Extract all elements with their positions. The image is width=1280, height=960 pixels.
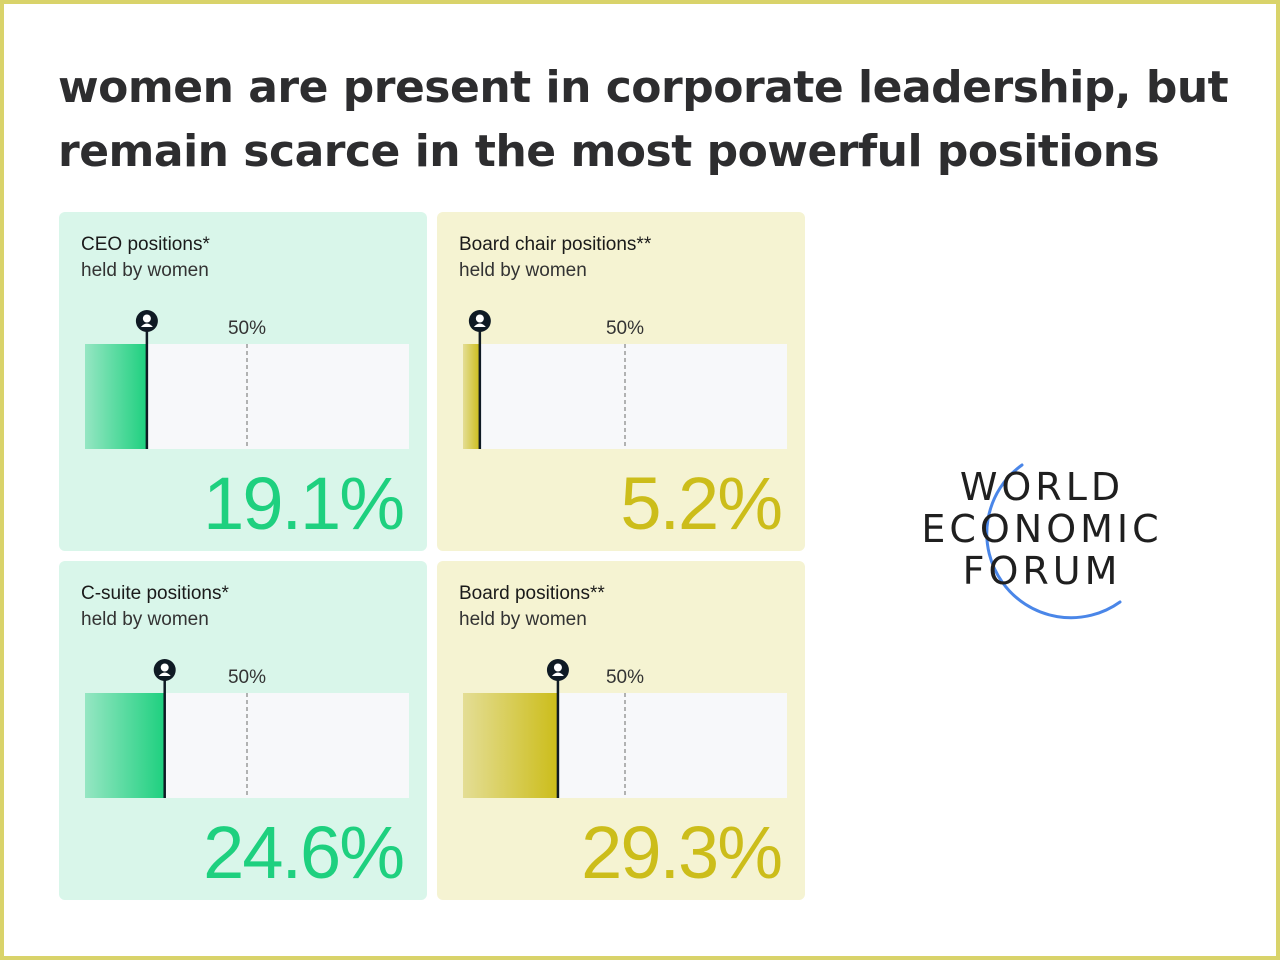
- card-subtitle: held by women: [459, 260, 587, 281]
- value-bar: [463, 344, 480, 449]
- card-label: Board positions** held by women: [459, 581, 605, 633]
- c-suite-bar-chart: 50%: [85, 659, 409, 798]
- ceo-value-label: 19.1%: [203, 462, 405, 545]
- c-suite-card: C-suite positions* held by women 50% 24.…: [59, 561, 427, 900]
- card-title: Board chair positions**: [459, 234, 652, 255]
- reference-label: 50%: [228, 318, 266, 339]
- value-bar: [463, 693, 558, 798]
- logo-arc: [985, 463, 1122, 620]
- board-value-label: 29.3%: [581, 811, 783, 894]
- person-icon-body: [551, 672, 564, 676]
- card-label: CEO positions* held by women: [81, 232, 210, 284]
- ceo-card: CEO positions* held by women 50% 19.1%: [59, 212, 427, 551]
- card-title: Board positions**: [459, 583, 605, 604]
- person-icon-head: [475, 314, 484, 323]
- board-bar-chart: 50%: [463, 659, 787, 798]
- person-icon-body: [158, 672, 171, 676]
- logo-word-economic: ECONOMIC: [921, 507, 1162, 551]
- value-bar: [85, 344, 147, 449]
- logo-word-world: WORLD: [960, 465, 1124, 509]
- title-line-1: women are present in corporate leadershi…: [58, 62, 1229, 113]
- logo-word-forum: FORUM: [963, 549, 1122, 593]
- reference-label: 50%: [606, 667, 644, 688]
- card-subtitle: held by women: [459, 609, 587, 630]
- board-card: Board positions** held by women 50% 29.3…: [437, 561, 805, 900]
- card-title: CEO positions*: [81, 234, 210, 255]
- card-label: C-suite positions* held by women: [81, 581, 229, 633]
- world-economic-forum-logo: WORLD ECONOMIC FORUM: [921, 463, 1162, 620]
- board-chair-value-label: 5.2%: [620, 462, 783, 545]
- ceo-bar-chart: 50%: [85, 310, 409, 449]
- person-icon-head: [160, 663, 169, 672]
- board-chair-card: Board chair positions** held by women 50…: [437, 212, 805, 551]
- reference-label: 50%: [228, 667, 266, 688]
- person-icon-body: [140, 323, 153, 327]
- value-bar: [85, 693, 165, 798]
- title-line-2: remain scarce in the most powerful posit…: [58, 126, 1160, 177]
- card-title: C-suite positions*: [81, 583, 229, 604]
- card-subtitle: held by women: [81, 260, 209, 281]
- reference-label: 50%: [606, 318, 644, 339]
- person-icon-head: [142, 314, 151, 323]
- person-icon-head: [553, 663, 562, 672]
- board-chair-bar-chart: 50%: [463, 310, 787, 449]
- chart-title: women are present in corporate leadershi…: [58, 56, 1238, 184]
- person-icon-body: [473, 323, 486, 327]
- card-label: Board chair positions** held by women: [459, 232, 651, 284]
- card-subtitle: held by women: [81, 609, 209, 630]
- c-suite-value-label: 24.6%: [203, 811, 405, 894]
